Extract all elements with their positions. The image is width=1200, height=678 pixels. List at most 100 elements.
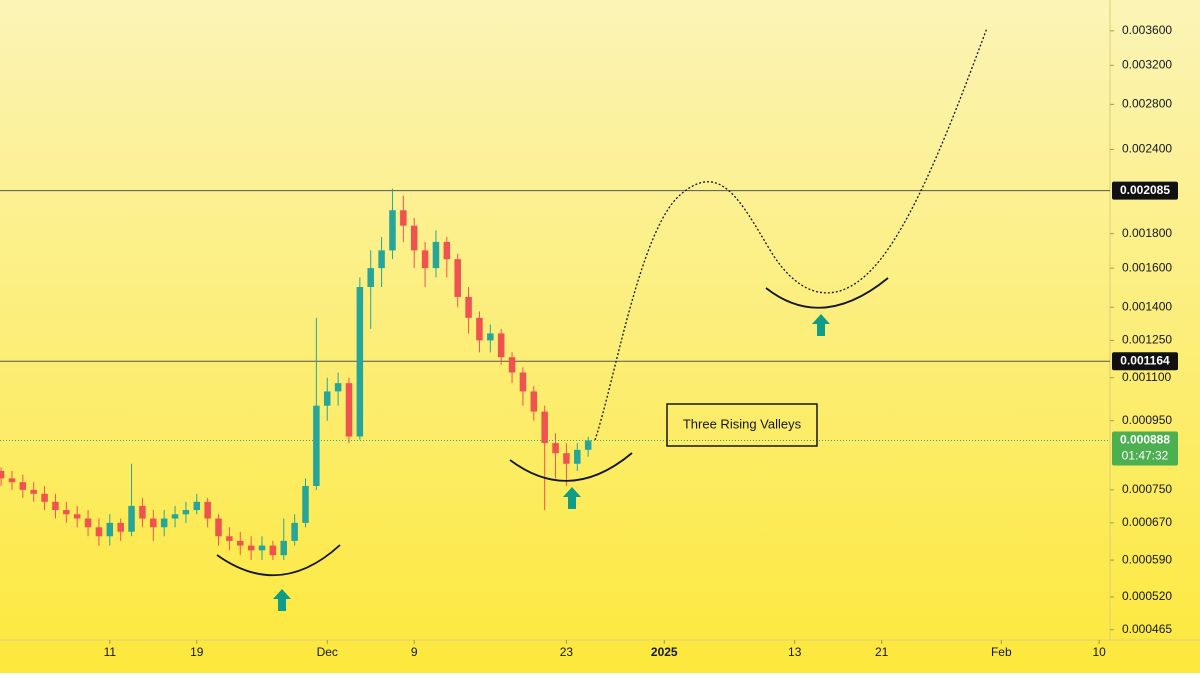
annotation-box	[666, 403, 818, 447]
y-tick-label: 0.000590	[1122, 552, 1172, 566]
x-tick-label: 13	[788, 645, 802, 659]
y-tick-label: 0.000520	[1122, 589, 1172, 603]
candle-body	[552, 443, 559, 454]
candle-body	[8, 478, 16, 483]
x-tick-label: 23	[560, 645, 574, 659]
candle-body	[432, 241, 440, 269]
candle-body	[95, 527, 103, 537]
y-tick-label: 0.000950	[1122, 413, 1172, 427]
y-tick-label: 0.003200	[1122, 57, 1172, 71]
candle-body	[291, 522, 298, 541]
x-tick-label: 10	[1092, 645, 1106, 659]
candle-body	[487, 333, 494, 341]
candle-body	[0, 470, 5, 479]
candle-body	[345, 383, 353, 437]
candle-body	[41, 493, 48, 502]
annotation-text: Three Rising Valleys	[683, 416, 802, 431]
candle-body	[313, 405, 320, 486]
y-tick-label: 0.002400	[1122, 142, 1172, 156]
x-tick-label: 2025	[651, 645, 678, 659]
projection-path	[594, 27, 988, 441]
level-label-box	[1112, 181, 1178, 200]
countdown-label: 01:47:32	[1122, 449, 1169, 463]
candle-body	[323, 391, 331, 406]
y-tick-label: 0.000465	[1122, 622, 1172, 636]
candle-body	[389, 210, 396, 251]
candle-body	[117, 522, 124, 532]
candle-body	[182, 510, 190, 515]
up-arrow	[273, 589, 291, 611]
candle-body	[574, 449, 581, 464]
candle-body	[410, 225, 418, 251]
candle-body	[378, 250, 385, 269]
candle-body	[302, 485, 309, 523]
valley-arc	[216, 544, 341, 577]
candle-body	[30, 489, 37, 494]
candle-body	[530, 391, 538, 412]
x-tick-label: Feb	[991, 645, 1012, 659]
candle-body	[454, 259, 461, 297]
candle-body	[106, 522, 114, 537]
candle-body	[171, 514, 179, 519]
y-tick-label: 0.001800	[1122, 226, 1172, 240]
candle-body	[443, 241, 451, 260]
candle-body	[193, 501, 201, 511]
candle-body	[497, 333, 505, 358]
candle-body	[280, 540, 288, 556]
candle-body	[519, 372, 527, 392]
candle-body	[52, 501, 59, 511]
candle-body	[204, 501, 211, 519]
last-price-label: 0.000888	[1120, 433, 1170, 447]
candle-body	[139, 505, 146, 519]
y-tick-label: 0.001600	[1122, 260, 1172, 274]
candle-body	[356, 287, 364, 437]
y-tick-label: 0.003600	[1122, 23, 1172, 37]
candle-body	[84, 518, 92, 528]
candle-body	[19, 482, 27, 490]
candle-body	[400, 210, 407, 226]
x-tick-label: 21	[875, 645, 889, 659]
candle-body	[160, 518, 168, 528]
x-tick-label: 11	[104, 645, 117, 659]
up-arrow	[563, 487, 581, 509]
y-tick-label: 0.001250	[1122, 333, 1172, 347]
candle-body	[247, 545, 255, 551]
candle-body	[367, 268, 374, 288]
candle-body	[226, 536, 233, 541]
valley-arc	[765, 277, 889, 309]
candle-body	[63, 510, 70, 515]
candle-body	[421, 250, 429, 269]
x-tick-label: 9	[411, 645, 418, 659]
level-label: 0.001164	[1120, 353, 1170, 367]
candle-body	[258, 545, 266, 551]
y-tick-label: 0.000750	[1122, 482, 1172, 496]
y-tick-label: 0.001100	[1122, 370, 1171, 384]
y-tick-label: 0.000670	[1122, 515, 1172, 529]
y-tick-label: 0.001400	[1122, 299, 1172, 313]
candle-body	[150, 518, 157, 528]
candle-body	[128, 505, 135, 532]
candle-body	[215, 518, 222, 537]
candle-body	[563, 453, 570, 464]
valley-arc	[509, 452, 633, 482]
candle-body	[269, 545, 277, 556]
candle-body	[465, 296, 472, 318]
candle-body	[541, 411, 548, 444]
level-label-box	[1112, 352, 1178, 371]
candle-body	[237, 540, 244, 546]
x-tick-label: 19	[190, 645, 204, 659]
candle-body	[334, 383, 342, 392]
candle-body	[73, 514, 81, 519]
plot: 0.000465 0.000520 0.000590 0.000670 0.000750…	[0, 23, 1172, 659]
candle-body	[584, 440, 592, 450]
candle-body	[476, 317, 483, 341]
up-arrow	[812, 314, 830, 336]
y-tick-label: 0.002800	[1122, 97, 1172, 111]
last-price-box	[1112, 431, 1178, 466]
x-tick-label: Dec	[317, 645, 338, 659]
level-label: 0.002085	[1120, 183, 1170, 197]
candle-body	[508, 357, 516, 373]
